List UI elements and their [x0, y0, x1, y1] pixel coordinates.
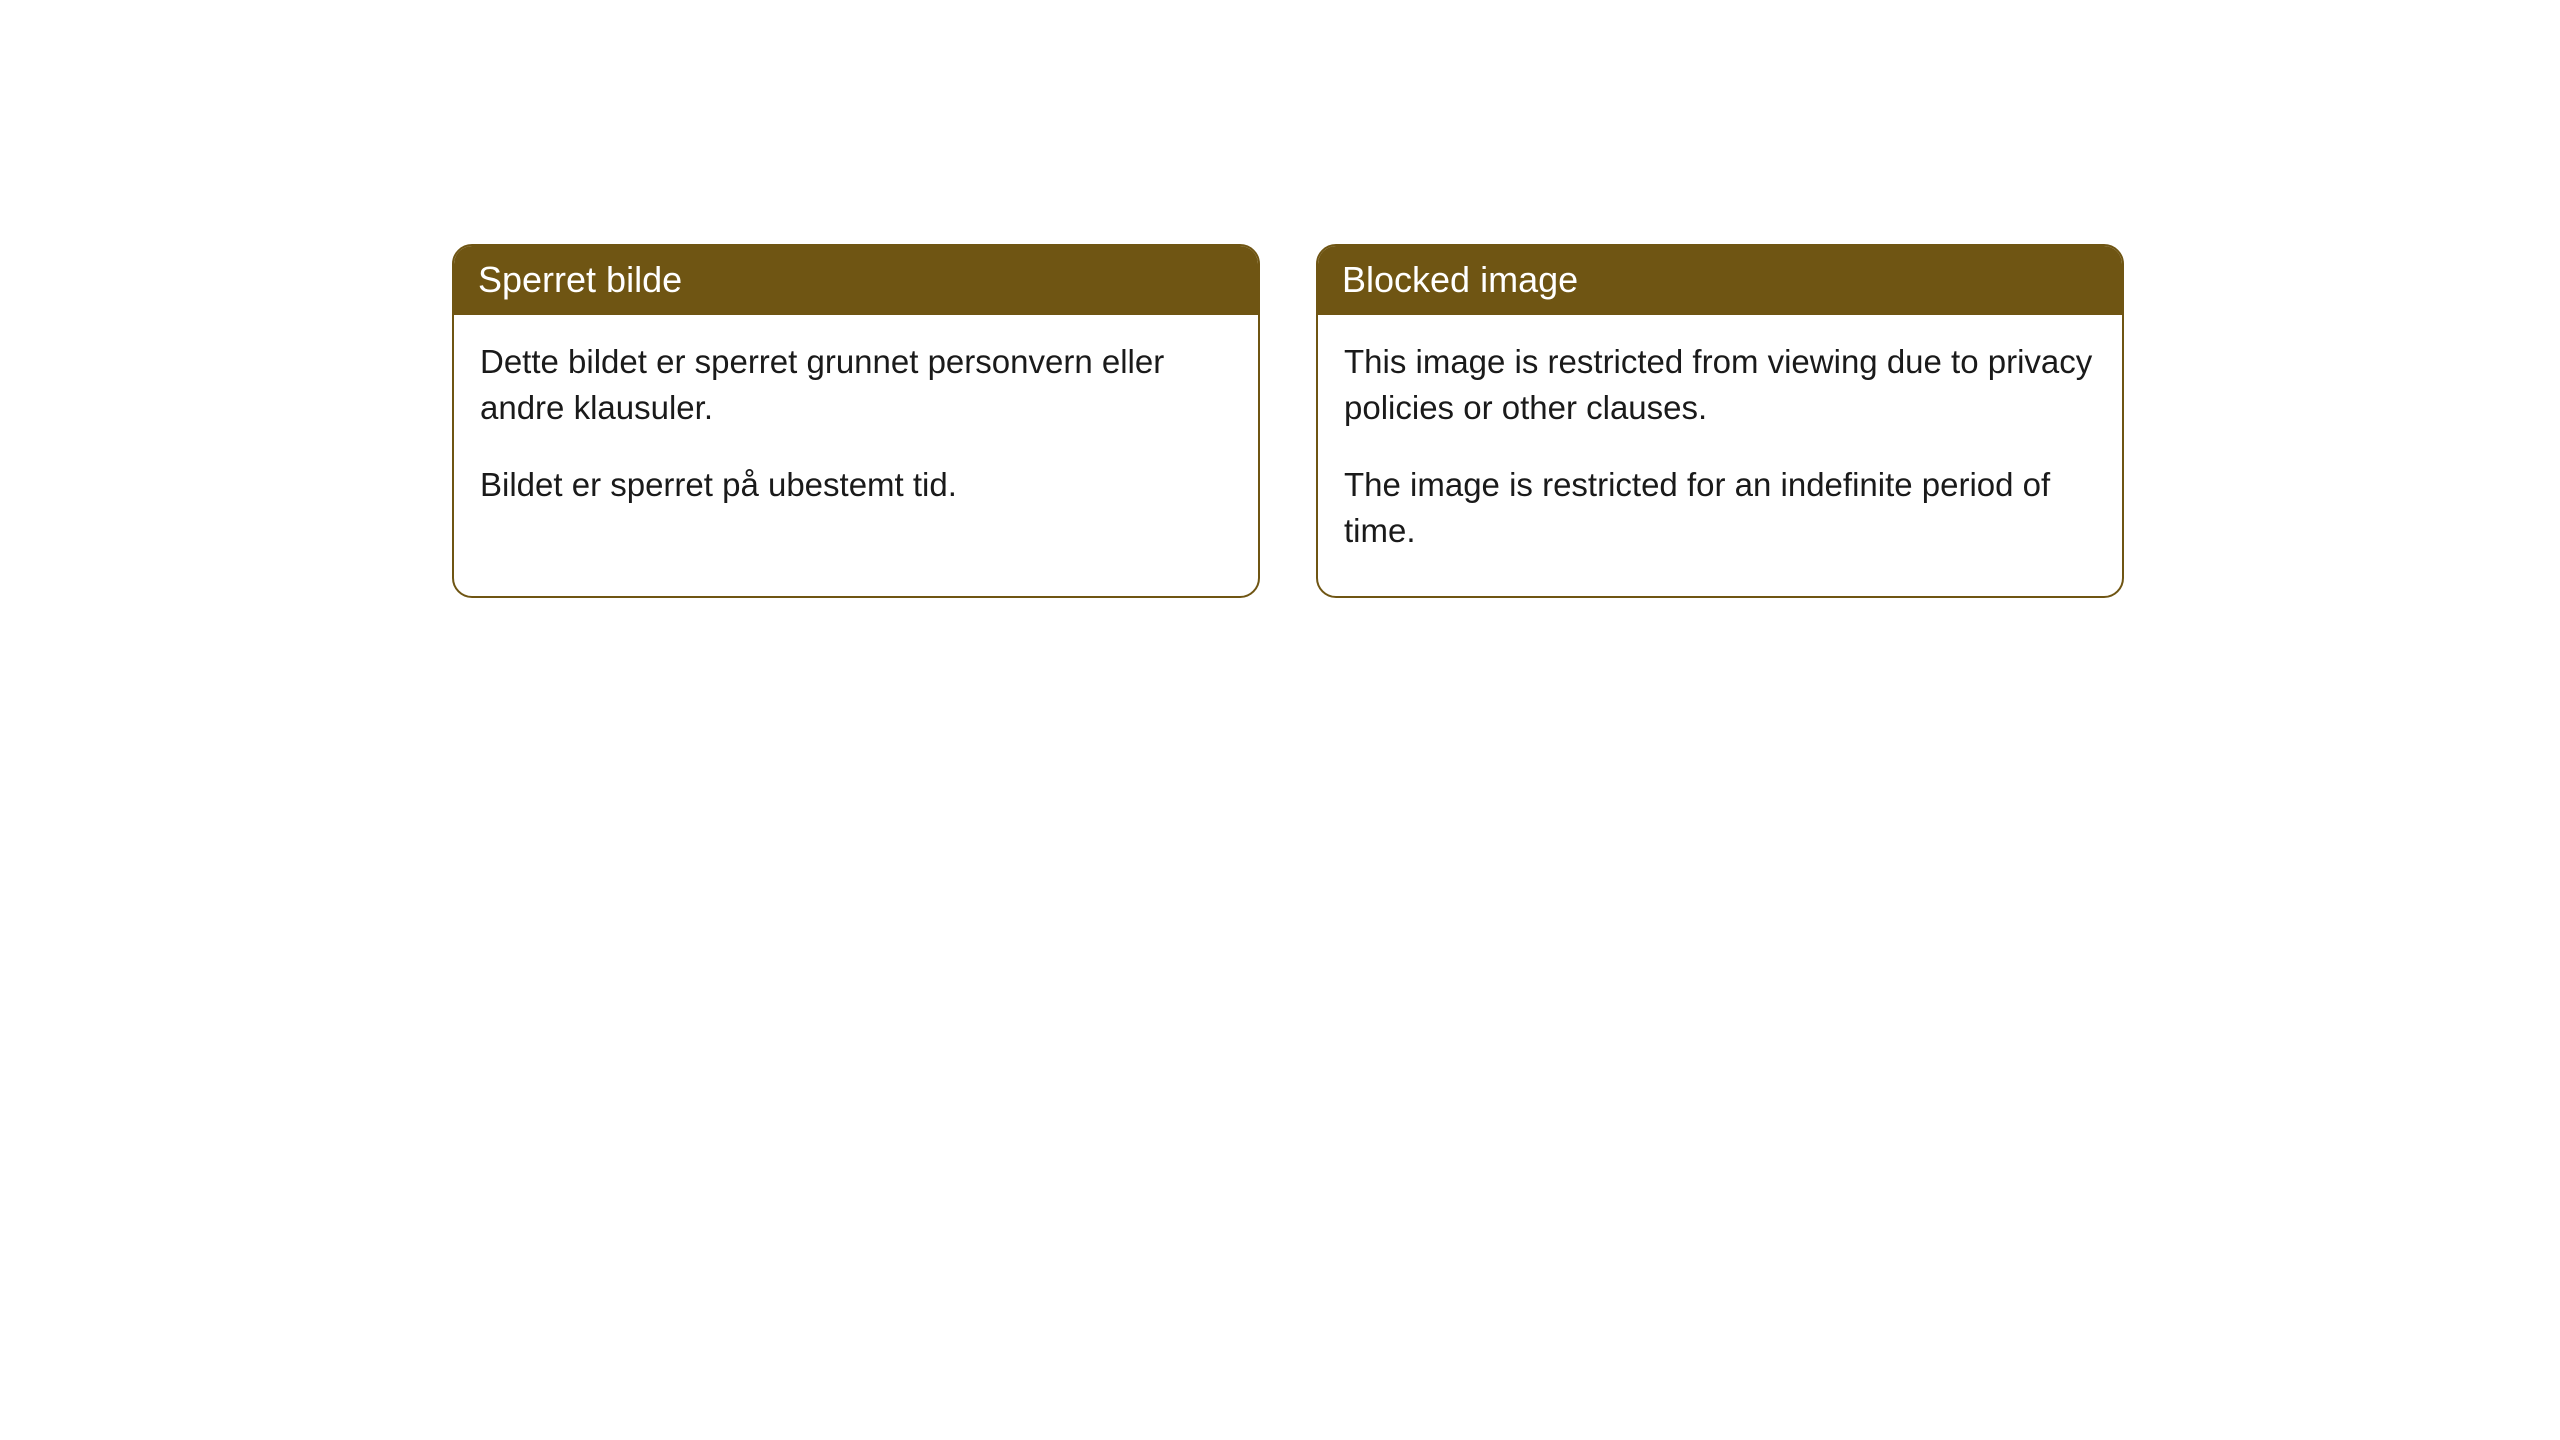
card-paragraph-2-no: Bildet er sperret på ubestemt tid. — [480, 462, 1232, 508]
card-header-no: Sperret bilde — [454, 246, 1258, 315]
blocked-image-card-no: Sperret bilde Dette bildet er sperret gr… — [452, 244, 1260, 598]
card-paragraph-1-no: Dette bildet er sperret grunnet personve… — [480, 339, 1232, 431]
blocked-image-card-en: Blocked image This image is restricted f… — [1316, 244, 2124, 598]
card-body-no: Dette bildet er sperret grunnet personve… — [454, 315, 1258, 550]
card-paragraph-2-en: The image is restricted for an indefinit… — [1344, 462, 2096, 554]
notice-cards-container: Sperret bilde Dette bildet er sperret gr… — [0, 0, 2560, 598]
card-paragraph-1-en: This image is restricted from viewing du… — [1344, 339, 2096, 431]
card-body-en: This image is restricted from viewing du… — [1318, 315, 2122, 596]
card-header-en: Blocked image — [1318, 246, 2122, 315]
